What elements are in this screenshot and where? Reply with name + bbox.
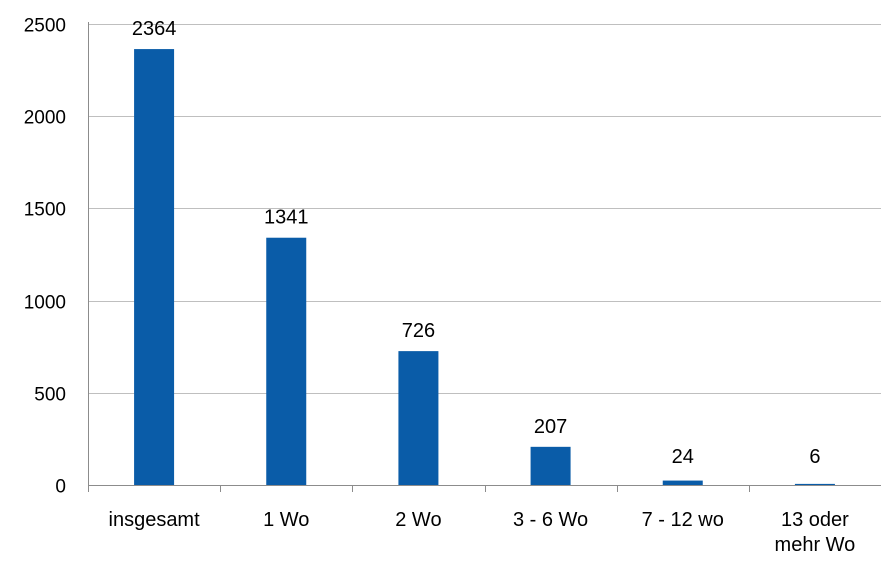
axes bbox=[88, 22, 881, 492]
bar bbox=[134, 49, 175, 485]
y-tick-label: 1000 bbox=[24, 293, 66, 314]
bar bbox=[266, 237, 307, 485]
y-tick-label: 0 bbox=[55, 477, 66, 498]
x-category-label: 7 - 12 wo bbox=[642, 509, 724, 531]
x-category-label: 3 - 6 Wo bbox=[513, 509, 588, 531]
x-category-label: 13 oder mehr Wo bbox=[775, 509, 856, 556]
bars bbox=[134, 49, 835, 485]
y-tick-label: 2500 bbox=[24, 16, 66, 37]
y-tick-labels: 0 500 1000 1500 2000 2500 bbox=[24, 16, 66, 498]
data-label: 207 bbox=[534, 416, 567, 438]
y-tick-label: 2000 bbox=[24, 108, 66, 129]
data-label: 2364 bbox=[132, 18, 177, 40]
data-label: 726 bbox=[402, 320, 435, 342]
y-tick-label: 1500 bbox=[24, 200, 66, 221]
x-category-labels: insgesamt 1 Wo 2 Wo 3 - 6 Wo 7 - 12 wo 13 ode… bbox=[109, 509, 856, 556]
data-label: 6 bbox=[809, 446, 820, 468]
data-labels: 2364 1341 726 207 24 6 bbox=[132, 18, 821, 468]
data-label: 1341 bbox=[264, 207, 309, 229]
x-category-label: 1 Wo bbox=[263, 509, 309, 531]
bar bbox=[794, 483, 835, 485]
y-tick-label: 500 bbox=[34, 385, 66, 406]
bar bbox=[662, 480, 703, 485]
bar bbox=[398, 351, 439, 485]
x-category-label: insgesamt bbox=[109, 509, 201, 531]
x-category-label: 2 Wo bbox=[395, 509, 441, 531]
bar bbox=[530, 446, 571, 485]
data-label: 24 bbox=[672, 446, 694, 468]
gridlines bbox=[88, 24, 881, 394]
